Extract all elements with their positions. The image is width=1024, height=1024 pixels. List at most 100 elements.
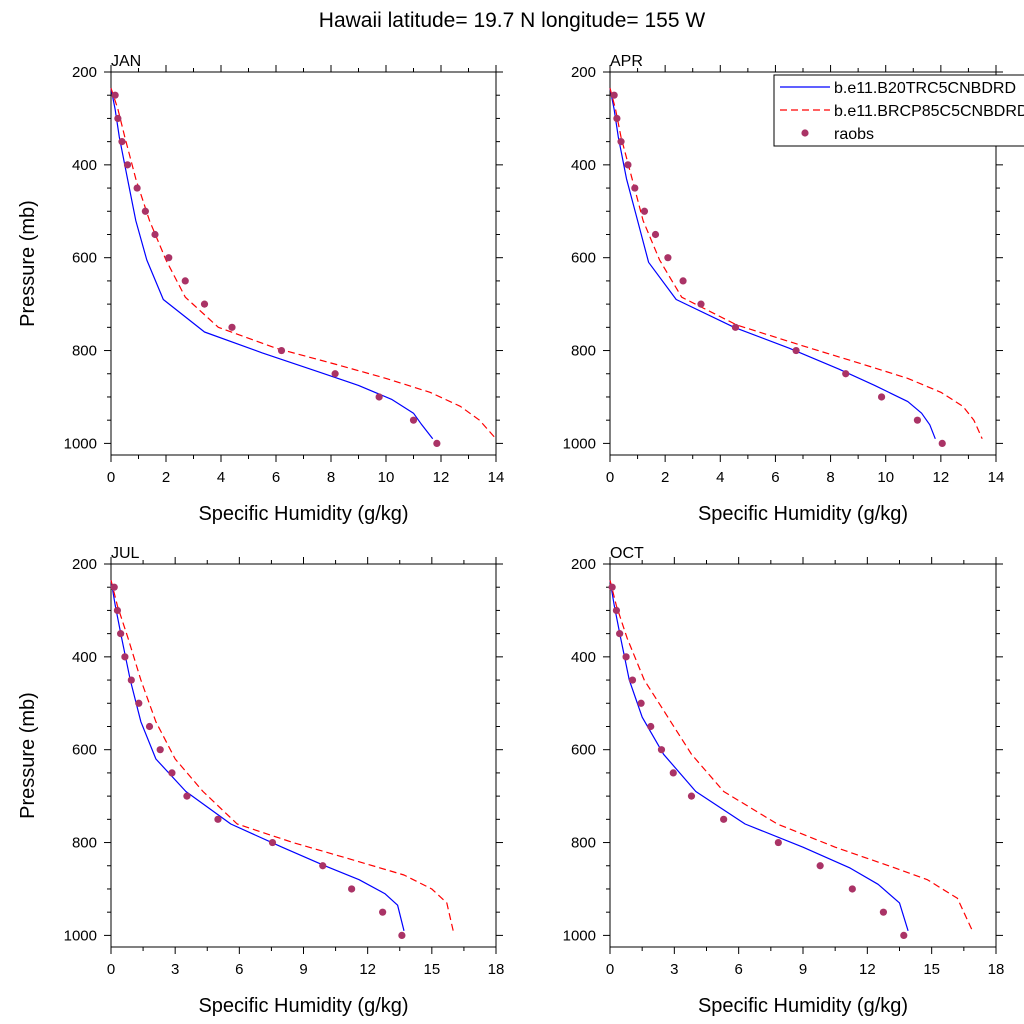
panel-oct-frame xyxy=(609,563,997,948)
panel-jul-raobs-point xyxy=(145,722,154,731)
panel-jul-raobs-point xyxy=(117,630,125,638)
panel-jan-raobs-point xyxy=(133,184,141,192)
panel-jul-raobs-point xyxy=(127,676,135,684)
panel-jan-raobs-point xyxy=(118,138,126,146)
panel-jan-series-raobs xyxy=(111,91,441,447)
panel-jan-raobs-point xyxy=(141,207,149,215)
panel-jan-raobs-point xyxy=(200,300,209,308)
panel-oct-xlabel: Specific Humidity (g/kg) xyxy=(698,995,908,1017)
panel-jan-xtick-label: 14 xyxy=(488,469,505,486)
panel-jan-xtick-label: 6 xyxy=(272,469,280,486)
panel-jan-label: JAN xyxy=(111,53,141,70)
panel-oct-ytick-label: 400 xyxy=(571,649,596,666)
panel-jul-label: JUL xyxy=(111,545,140,562)
panel-apr-xtick-label: 10 xyxy=(877,469,894,486)
panel-oct-series-b-e11-brcp85c5cnbdrd xyxy=(609,580,973,932)
panel-jul-ytick-label: 400 xyxy=(72,649,97,666)
panel-jan-raobs-point xyxy=(433,439,441,447)
panel-oct-xtick-label: 0 xyxy=(606,961,614,978)
panel-jan: JAN 0 2 4 6 8 10 12 14 200 400 600 800 1000 Specific H… xyxy=(17,53,504,525)
panel-oct-raobs-point xyxy=(616,630,624,638)
panel-apr-xtick-label: 8 xyxy=(826,469,834,486)
panel-oct-raobs-point xyxy=(622,653,630,661)
panel-jan-xtick-label: 10 xyxy=(378,469,395,486)
panel-jan-xtick-label: 4 xyxy=(217,469,225,486)
panel-jan-ytick-label: 800 xyxy=(72,343,97,360)
panel-apr-raobs-point xyxy=(697,300,705,308)
panel-jul-raobs-point xyxy=(113,606,122,615)
panel-oct-xtick-label: 9 xyxy=(799,961,807,978)
panel-jul-xtick-label: 15 xyxy=(423,961,440,978)
panel-apr-raobs-point xyxy=(842,370,850,378)
panel-apr-raobs-point xyxy=(731,323,740,331)
panel-oct-xtick-label: 12 xyxy=(859,961,876,978)
panel-apr-ytick-label: 1000 xyxy=(563,435,596,452)
panel-apr-raobs-point xyxy=(624,161,632,169)
panel-jan-frame xyxy=(110,71,497,456)
figure-title: Hawaii latitude= 19.7 N longitude= 155 W xyxy=(319,9,706,32)
panel-jul-raobs-point xyxy=(398,931,406,939)
panel-oct-ytick-label: 600 xyxy=(571,742,596,759)
panel-jul-xtick-label: 3 xyxy=(171,961,179,978)
panel-jan-raobs-point xyxy=(277,346,286,355)
panel-jan-series-b-e11-brcp85c5cnbdrd xyxy=(110,88,497,440)
panel-jan-raobs-point xyxy=(331,370,339,378)
panel-jan-ytick-label: 1000 xyxy=(64,435,97,452)
panel-jan-xtick-label: 2 xyxy=(162,469,170,486)
panel-oct-raobs-point xyxy=(687,792,696,800)
panel-apr-xtick-label: 14 xyxy=(988,469,1005,486)
panel-jan-raobs-point xyxy=(165,254,173,262)
panel-apr-raobs-point xyxy=(792,346,800,355)
panel-apr-raobs-point xyxy=(938,439,946,447)
panel-jul-frame xyxy=(110,563,497,948)
panel-oct-raobs-point xyxy=(647,722,655,731)
panel-oct: OCT 0 3 6 9 12 15 18 200 400 600 800 1000 Specific Hu… xyxy=(563,545,1005,1017)
panel-apr-xtick-label: 12 xyxy=(933,469,950,486)
panel-jul-raobs-point xyxy=(135,699,143,707)
panel-jan-xlabel: Specific Humidity (g/kg) xyxy=(198,503,408,525)
panel-apr-xlabel: Specific Humidity (g/kg) xyxy=(698,503,908,525)
panel-apr-raobs-point xyxy=(613,114,621,123)
panel-jan-xtick-label: 8 xyxy=(327,469,335,486)
panel-oct-raobs-point xyxy=(848,885,856,893)
panel-jul-ylabel: Pressure (mb) xyxy=(17,692,39,819)
panel-jul-ytick-label: 600 xyxy=(72,742,97,759)
panel-oct-raobs-point xyxy=(720,815,728,823)
panel-jul-series-raobs xyxy=(110,583,406,939)
panel-apr-ytick-label: 200 xyxy=(571,64,596,81)
panel-apr-raobs-point xyxy=(877,393,886,401)
legend-label-model-rcp85: b.e11.BRCP85C5CNBDRD xyxy=(834,103,1024,120)
panel-oct-series-b-e11-b20trc5cnbdrd xyxy=(609,580,909,931)
panel-oct-raobs-point xyxy=(900,931,908,939)
panel-apr-ytick-label: 600 xyxy=(571,250,596,267)
panel-apr-raobs-point xyxy=(640,207,649,215)
panel-oct-series-raobs xyxy=(608,583,908,939)
panel-oct-raobs-point xyxy=(612,606,621,615)
panel-jul-raobs-point xyxy=(168,769,176,777)
panel-jul: JUL 0 3 6 9 12 15 18 200 400 600 800 1000 Specific Hu… xyxy=(17,545,504,1017)
panel-jul-raobs-point xyxy=(121,653,129,661)
legend-swatch-raobs xyxy=(801,129,809,137)
panel-jan-ytick-label: 200 xyxy=(72,64,97,81)
panel-oct-raobs-point xyxy=(669,769,677,777)
panel-jan-ytick-label: 400 xyxy=(72,157,97,174)
panel-oct-xtick-label: 6 xyxy=(734,961,742,978)
panel-jan-raobs-point xyxy=(151,230,159,239)
panel-jul-xlabel: Specific Humidity (g/kg) xyxy=(198,995,408,1017)
panel-jul-raobs-point xyxy=(183,792,191,800)
panel-jul-xtick-label: 9 xyxy=(299,961,307,978)
panel-jul-raobs-point xyxy=(156,746,164,754)
panel-jul-ytick-label: 200 xyxy=(72,556,97,573)
panel-jan-series-b-e11-b20trc5cnbdrd xyxy=(110,88,434,440)
panel-oct-raobs-point xyxy=(637,699,645,707)
panel-jul-series-b-e11-b20trc5cnbdrd xyxy=(110,580,405,931)
panel-jul-raobs-point xyxy=(268,838,277,847)
panel-apr-xtick-label: 2 xyxy=(661,469,669,486)
panel-jan-raobs-point xyxy=(409,416,418,424)
legend-label-model-hist: b.e11.B20TRC5CNBDRD xyxy=(834,80,1016,97)
panel-jan-ytick-label: 600 xyxy=(72,250,97,267)
panel-oct-ytick-label: 1000 xyxy=(563,927,596,944)
panel-oct-label: OCT xyxy=(610,545,644,562)
panel-apr-label: APR xyxy=(610,53,643,70)
